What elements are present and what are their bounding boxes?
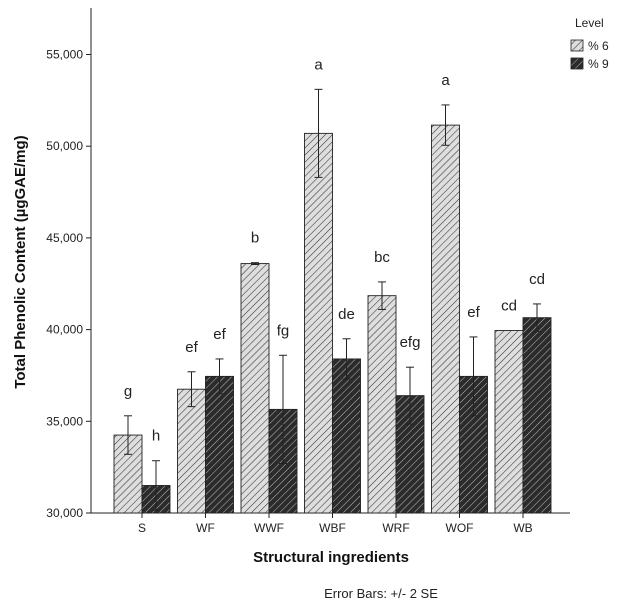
significance-label: h — [152, 428, 160, 445]
bar — [304, 132, 333, 514]
legend-label-6: % 6 — [588, 39, 609, 53]
x-tick-label: WB — [513, 521, 532, 535]
significance-label: a — [441, 72, 450, 89]
y-tick-label: 30,000 — [46, 506, 83, 520]
significance-label: efg — [400, 334, 421, 351]
x-tick-label: WBF — [319, 521, 346, 535]
significance-label: ef — [213, 326, 226, 343]
bar — [522, 317, 552, 514]
significance-label: a — [314, 56, 323, 73]
x-tick-label: WWF — [254, 521, 284, 535]
significance-label: cd — [501, 298, 517, 315]
y-axis-title: Total Phenolic Content (µgGAE/mg) — [12, 135, 29, 388]
bar — [177, 388, 206, 514]
bar — [494, 330, 524, 514]
significance-label: ef — [185, 339, 198, 356]
legend-label-9: % 9 — [588, 57, 609, 71]
y-tick-label: 50,000 — [46, 139, 83, 153]
legend-swatch-9 — [570, 57, 584, 70]
error-bars — [124, 88, 541, 511]
x-tick-label: WRF — [382, 521, 409, 535]
bar — [240, 263, 270, 514]
significance-label: fg — [277, 322, 290, 339]
significance-label: b — [251, 230, 259, 247]
y-tick-label: 40,000 — [46, 323, 83, 337]
legend: Level % 6 % 9 — [570, 16, 609, 71]
bar — [431, 124, 460, 514]
bar — [367, 295, 397, 514]
y-tick-label: 45,000 — [46, 231, 83, 245]
legend-title: Level — [575, 16, 604, 30]
x-ticks: S WF WWF WBF WRF WOF WB — [138, 513, 533, 535]
y-tick-label: 35,000 — [46, 414, 83, 428]
x-axis-title: Structural ingredients — [253, 549, 409, 566]
significance-label: ef — [467, 304, 480, 321]
legend-swatch-6 — [570, 39, 584, 52]
y-axis: 30,000 35,000 40,000 45,000 50,000 55,000 — [46, 8, 92, 520]
x-axis: S WF WWF WBF WRF WOF WB — [91, 512, 570, 535]
y-tick-label: 55,000 — [46, 48, 83, 62]
error-bars-note: Error Bars: +/- 2 SE — [324, 586, 438, 601]
x-tick-label: WOF — [446, 521, 474, 535]
bar — [332, 358, 361, 514]
x-tick-label: WF — [196, 521, 215, 535]
bar — [205, 375, 234, 514]
significance-label: cd — [529, 271, 545, 288]
x-tick-label: S — [138, 521, 146, 535]
significance-label: bc — [374, 249, 390, 266]
significance-label: de — [338, 306, 355, 323]
y-ticks: 30,000 35,000 40,000 45,000 50,000 55,000 — [46, 48, 91, 520]
significance-label: g — [124, 383, 132, 400]
bars — [113, 124, 552, 514]
